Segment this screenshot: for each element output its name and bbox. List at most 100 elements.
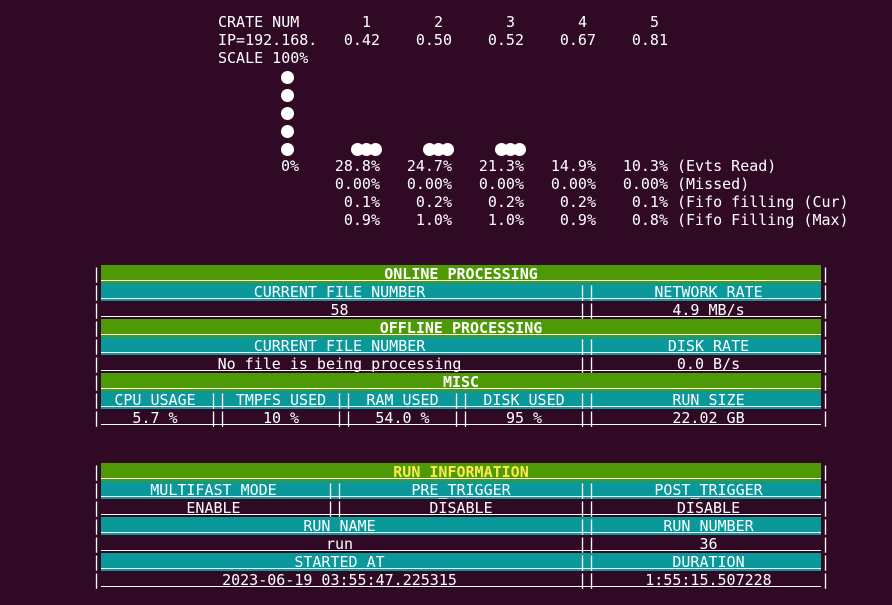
ip-value: 0.67: [559, 31, 596, 49]
table-title-row: | RUN INFORMATION |: [92, 463, 830, 481]
table-border-left: |: [92, 517, 102, 535]
table-border-left: |: [92, 373, 102, 391]
column-separator: ||: [578, 283, 596, 301]
axis-dot: [281, 107, 294, 120]
table-border-right: |: [821, 319, 831, 337]
column-separator: ||: [578, 553, 596, 571]
column-separator: ||: [578, 481, 596, 499]
stat-row-label: (Missed): [677, 175, 750, 193]
column-header: PRE_TRIGGER: [411, 481, 511, 499]
table-header-row: | STARTED AT || DURATION |: [92, 553, 830, 571]
network-rate-value: 4.9 MB/s: [672, 301, 745, 319]
stat-value: 0.1%: [343, 193, 380, 211]
table-border-left: |: [92, 283, 102, 301]
stat-row-label: (Fifo Filling (Max): [677, 211, 849, 229]
column-separator: ||: [452, 391, 470, 409]
ip-value: 0.52: [487, 31, 524, 49]
table-value-row: | 2023-06-19 03:55:47.225315 || 1:55:15.…: [92, 571, 830, 589]
table-border-left: |: [92, 463, 102, 481]
column-separator: ||: [578, 391, 596, 409]
column-separator: ||: [578, 301, 596, 319]
column-header: RUN NAME: [303, 517, 376, 535]
table-border-right: |: [821, 301, 831, 319]
stat-row-label: (Evts Read): [677, 157, 777, 175]
crate-number: 4: [577, 13, 587, 31]
table-title-row: | ONLINE PROCESSING |: [92, 265, 830, 283]
crate-number: 5: [649, 13, 659, 31]
online-processing-header: ONLINE PROCESSING: [101, 265, 821, 283]
table-border-left: |: [92, 355, 102, 373]
started-at-value: 2023-06-19 03:55:47.225315: [222, 571, 457, 589]
offline-processing-header: OFFLINE PROCESSING: [101, 319, 821, 337]
table-value-row: | run || 36 |: [92, 535, 830, 553]
table-border-left: |: [92, 481, 102, 499]
bar-dot-crate1: [369, 143, 382, 156]
current-file-number-value: 58: [330, 301, 349, 319]
axis-dot: [281, 71, 294, 84]
column-header: TMPFS USED: [235, 391, 327, 409]
table-border-right: |: [821, 391, 831, 409]
bar-dot-crate2: [441, 143, 454, 156]
table-border-right: |: [821, 373, 831, 391]
ip-value: 0.50: [415, 31, 452, 49]
stat-value: 0.2%: [487, 193, 524, 211]
disk-rate-value: 0.0 B/s: [676, 355, 741, 373]
misc-title: MISC: [442, 373, 480, 391]
stat-value: 10.3%: [622, 157, 668, 175]
online-processing-title: ONLINE PROCESSING: [384, 265, 538, 283]
table-border-left: |: [92, 499, 102, 517]
stat-value: 0.00%: [334, 175, 380, 193]
column-separator: ||: [578, 409, 596, 427]
table-value-row: | No file is being processing || 0.0 B/s…: [92, 355, 830, 373]
column-header: DURATION: [672, 553, 745, 571]
column-header: CURRENT FILE NUMBER: [253, 283, 426, 301]
stat-value: 0.00%: [550, 175, 596, 193]
stat-value: 0.00%: [622, 175, 668, 193]
table-border-right: |: [821, 499, 831, 517]
stat-row-label: (Fifo filling (Cur): [677, 193, 849, 211]
table-border-left: |: [92, 409, 102, 427]
pre-trigger-value: DISABLE: [429, 499, 493, 517]
cpu-usage-value: 5.7 %: [132, 409, 178, 427]
run-size-value: 22.02 GB: [672, 409, 745, 427]
column-header: MULTIFAST MODE: [150, 481, 277, 499]
table-title-row: | MISC |: [92, 373, 830, 391]
table-border-left: |: [92, 337, 102, 355]
stat-value: 28.8%: [334, 157, 380, 175]
table-border-left: |: [92, 571, 102, 589]
column-header: DISK USED: [483, 391, 565, 409]
table-border-right: |: [821, 517, 831, 535]
stat-value: 24.7%: [406, 157, 452, 175]
column-header: POST_TRIGGER: [654, 481, 763, 499]
table-header-row: | MULTIFAST MODE || PRE_TRIGGER || POST_…: [92, 481, 830, 499]
stat-value: 0.1%: [631, 193, 668, 211]
column-header: DISK RATE: [667, 337, 750, 355]
stat-value: 21.3%: [478, 157, 524, 175]
ip-value: 0.42: [343, 31, 380, 49]
table-border-left: |: [92, 319, 102, 337]
stat-value: 0.00%: [406, 175, 452, 193]
table-border-right: |: [821, 553, 831, 571]
table-value-row: | ENABLE || DISABLE || DISABLE |: [92, 499, 830, 517]
table-header-row: | RUN NAME || RUN NUMBER |: [92, 517, 830, 535]
column-separator: ||: [452, 409, 470, 427]
column-header: RAM USED: [366, 391, 439, 409]
column-header: STARTED AT: [294, 553, 385, 571]
post-trigger-value: DISABLE: [676, 499, 741, 517]
tmpfs-used-value: 10 %: [262, 409, 300, 427]
stat-value: 0.00%: [478, 175, 524, 193]
table-value-row: | 5.7 % || 10 % || 54.0 % || 95 % || 22.…: [92, 409, 830, 427]
crate-number: 2: [433, 13, 443, 31]
table-border-left: |: [92, 553, 102, 571]
stat-value: 0.8%: [631, 211, 668, 229]
column-header: CURRENT FILE NUMBER: [253, 337, 426, 355]
table-border-right: |: [821, 283, 831, 301]
crate-number: 3: [505, 13, 515, 31]
stat-value: 1.0%: [415, 211, 452, 229]
column-separator: ||: [578, 517, 596, 535]
axis-dot: [281, 143, 294, 156]
table-border-right: |: [821, 535, 831, 553]
table-border-left: |: [92, 301, 102, 319]
offline-processing-title: OFFLINE PROCESSING: [379, 319, 543, 337]
